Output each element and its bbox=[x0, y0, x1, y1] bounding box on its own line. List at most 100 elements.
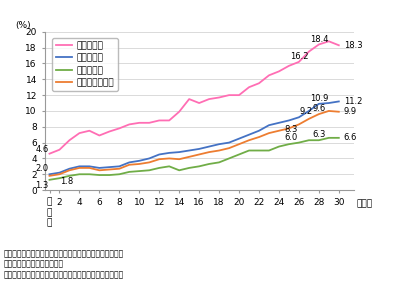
部長相当職 bbox=[77, 173, 82, 176]
部長相当職 bbox=[296, 141, 301, 144]
課長相当職 bbox=[157, 153, 162, 156]
Text: 6.6: 6.6 bbox=[344, 133, 357, 142]
課長相当職 bbox=[316, 102, 321, 105]
課長相当職 bbox=[296, 116, 301, 119]
部長相当職 bbox=[107, 173, 112, 177]
課長相当職以上 bbox=[127, 163, 132, 166]
係長相当職 bbox=[207, 97, 212, 101]
課長相当職 bbox=[187, 149, 192, 152]
課長相当職 bbox=[197, 147, 202, 151]
課長相当職 bbox=[326, 101, 331, 105]
課長相当職 bbox=[177, 150, 182, 154]
課長相当職以上 bbox=[207, 150, 212, 154]
課長相当職以上 bbox=[167, 157, 172, 160]
係長相当職 bbox=[336, 44, 341, 47]
Line: 課長相当職: 課長相当職 bbox=[50, 102, 339, 174]
部長相当職 bbox=[257, 149, 262, 152]
課長相当職 bbox=[147, 157, 152, 160]
係長相当職 bbox=[117, 127, 122, 130]
Text: 10.9: 10.9 bbox=[310, 94, 328, 103]
課長相当職 bbox=[137, 159, 142, 162]
部長相当職 bbox=[336, 136, 341, 140]
課長相当職 bbox=[107, 166, 112, 169]
課長相当職以上 bbox=[147, 161, 152, 164]
Legend: 係長相当職, 課長相当職, 部長相当職, 課長相当職以上: 係長相当職, 課長相当職, 部長相当職, 課長相当職以上 bbox=[52, 38, 118, 91]
Text: 2.0: 2.0 bbox=[35, 164, 48, 173]
部長相当職 bbox=[137, 169, 142, 173]
課長相当職 bbox=[237, 137, 242, 140]
Text: 1.3: 1.3 bbox=[35, 180, 48, 190]
係長相当職 bbox=[87, 129, 92, 133]
部長相当職 bbox=[67, 174, 72, 178]
課長相当職 bbox=[87, 165, 92, 168]
Text: 18.4: 18.4 bbox=[310, 35, 328, 44]
係長相当職 bbox=[296, 60, 301, 63]
課長相当職以上 bbox=[276, 129, 281, 133]
課長相当職以上 bbox=[107, 168, 112, 171]
部長相当職 bbox=[167, 165, 172, 168]
課長相当職以上 bbox=[227, 146, 232, 150]
課長相当職 bbox=[127, 161, 132, 164]
課長相当職 bbox=[286, 119, 291, 122]
係長相当職 bbox=[187, 97, 192, 101]
Text: 8.3: 8.3 bbox=[284, 125, 298, 134]
課長相当職以上 bbox=[247, 138, 252, 142]
Line: 課長相当職以上: 課長相当職以上 bbox=[50, 111, 339, 176]
課長相当職以上 bbox=[217, 149, 222, 152]
課長相当職 bbox=[77, 165, 82, 168]
課長相当職以上 bbox=[336, 110, 341, 113]
部長相当職 bbox=[326, 136, 331, 140]
課長相当職以上 bbox=[67, 169, 72, 172]
係長相当職 bbox=[217, 96, 222, 99]
係長相当職 bbox=[177, 110, 182, 113]
係長相当職 bbox=[326, 39, 331, 43]
部長相当職 bbox=[227, 157, 232, 160]
部長相当職 bbox=[247, 149, 252, 152]
部長相当職 bbox=[316, 138, 321, 142]
係長相当職 bbox=[227, 93, 232, 97]
係長相当職 bbox=[157, 119, 162, 122]
部長相当職 bbox=[286, 142, 291, 146]
係長相当職 bbox=[247, 85, 252, 89]
課長相当職以上 bbox=[286, 127, 291, 130]
部長相当職 bbox=[127, 170, 132, 174]
係長相当職 bbox=[127, 123, 132, 126]
係長相当職 bbox=[97, 134, 102, 137]
課長相当職以上 bbox=[257, 135, 262, 139]
係長相当職 bbox=[167, 119, 172, 122]
課長相当職 bbox=[266, 124, 271, 127]
Text: 1.8: 1.8 bbox=[60, 177, 74, 186]
係長相当職 bbox=[77, 131, 82, 135]
係長相当職 bbox=[67, 138, 72, 142]
部長相当職 bbox=[87, 173, 92, 176]
課長相当職 bbox=[47, 173, 52, 176]
Text: （年）: （年） bbox=[357, 200, 373, 209]
Text: 9.9: 9.9 bbox=[344, 107, 357, 116]
部長相当職 bbox=[47, 178, 52, 182]
課長相当職以上 bbox=[157, 158, 162, 161]
課長相当職以上 bbox=[137, 162, 142, 166]
課長相当職以上 bbox=[197, 153, 202, 156]
課長相当職 bbox=[306, 109, 311, 113]
課長相当職 bbox=[336, 100, 341, 103]
課長相当職 bbox=[117, 165, 122, 168]
課長相当職 bbox=[67, 167, 72, 170]
課長相当職以上 bbox=[266, 131, 271, 135]
係長相当職 bbox=[107, 130, 112, 133]
係長相当職 bbox=[147, 121, 152, 125]
Text: 6.0: 6.0 bbox=[285, 133, 298, 142]
課長相当職以上 bbox=[57, 173, 62, 176]
課長相当職以上 bbox=[326, 109, 331, 113]
係長相当職 bbox=[276, 70, 281, 73]
Text: (%): (%) bbox=[15, 21, 31, 30]
部長相当職 bbox=[237, 153, 242, 156]
部長相当職 bbox=[147, 169, 152, 172]
Line: 部長相当職: 部長相当職 bbox=[50, 138, 339, 180]
係長相当職 bbox=[306, 50, 311, 53]
係長相当職 bbox=[237, 93, 242, 97]
課長相当職 bbox=[207, 145, 212, 148]
係長相当職 bbox=[257, 81, 262, 85]
部長相当職 bbox=[187, 166, 192, 169]
課長相当職 bbox=[167, 151, 172, 155]
Text: 6.3: 6.3 bbox=[312, 131, 326, 139]
